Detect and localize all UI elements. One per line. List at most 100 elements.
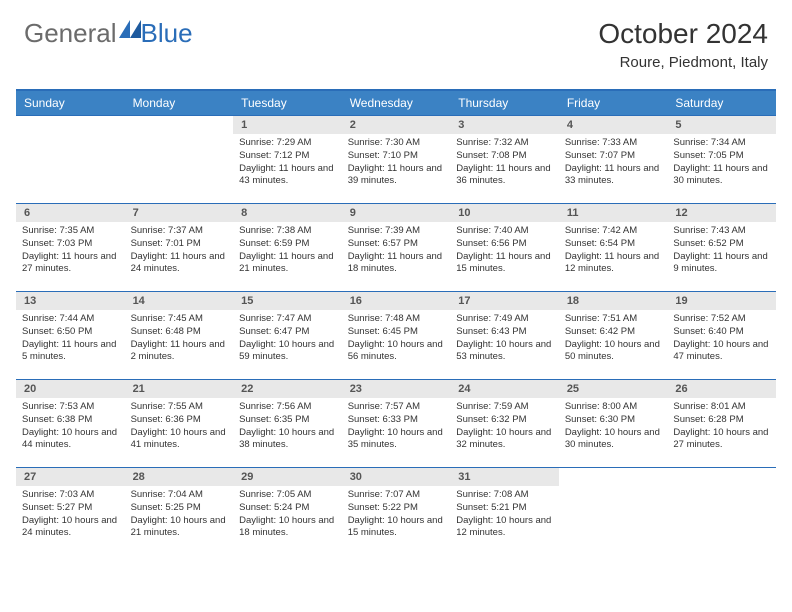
month-title: October 2024: [598, 18, 768, 50]
calendar-day-cell: 4Sunrise: 7:33 AMSunset: 7:07 PMDaylight…: [559, 116, 668, 204]
calendar-day-cell: 18Sunrise: 7:51 AMSunset: 6:42 PMDayligh…: [559, 292, 668, 380]
day-number: 3: [450, 116, 559, 134]
daylight-text: Daylight: 11 hours and 15 minutes.: [456, 251, 553, 277]
day-details: Sunrise: 7:43 AMSunset: 6:52 PMDaylight:…: [667, 222, 776, 280]
calendar-day-cell: [559, 468, 668, 556]
sunset-text: Sunset: 6:30 PM: [565, 414, 662, 427]
calendar-day-cell: 14Sunrise: 7:45 AMSunset: 6:48 PMDayligh…: [125, 292, 234, 380]
calendar-day-cell: 9Sunrise: 7:39 AMSunset: 6:57 PMDaylight…: [342, 204, 451, 292]
calendar-day-cell: 22Sunrise: 7:56 AMSunset: 6:35 PMDayligh…: [233, 380, 342, 468]
sunset-text: Sunset: 7:08 PM: [456, 150, 553, 163]
sunrise-text: Sunrise: 7:29 AM: [239, 137, 336, 150]
daylight-text: Daylight: 10 hours and 38 minutes.: [239, 427, 336, 453]
day-header: Friday: [559, 90, 668, 116]
sunrise-text: Sunrise: 7:53 AM: [22, 401, 119, 414]
sunrise-text: Sunrise: 7:32 AM: [456, 137, 553, 150]
daylight-text: Daylight: 11 hours and 5 minutes.: [22, 339, 119, 365]
sunset-text: Sunset: 6:40 PM: [673, 326, 770, 339]
calendar-day-cell: [125, 116, 234, 204]
day-details: Sunrise: 7:47 AMSunset: 6:47 PMDaylight:…: [233, 310, 342, 368]
daylight-text: Daylight: 11 hours and 43 minutes.: [239, 163, 336, 189]
day-number: 29: [233, 468, 342, 486]
sunset-text: Sunset: 6:54 PM: [565, 238, 662, 251]
day-number: 31: [450, 468, 559, 486]
day-number: 5: [667, 116, 776, 134]
calendar-day-cell: 21Sunrise: 7:55 AMSunset: 6:36 PMDayligh…: [125, 380, 234, 468]
daylight-text: Daylight: 10 hours and 56 minutes.: [348, 339, 445, 365]
sunset-text: Sunset: 6:52 PM: [673, 238, 770, 251]
sunrise-text: Sunrise: 7:40 AM: [456, 225, 553, 238]
daylight-text: Daylight: 10 hours and 59 minutes.: [239, 339, 336, 365]
daylight-text: Daylight: 10 hours and 21 minutes.: [131, 515, 228, 541]
day-number: 16: [342, 292, 451, 310]
day-number: 7: [125, 204, 234, 222]
sunset-text: Sunset: 7:10 PM: [348, 150, 445, 163]
sunset-text: Sunset: 6:33 PM: [348, 414, 445, 427]
calendar-day-cell: 13Sunrise: 7:44 AMSunset: 6:50 PMDayligh…: [16, 292, 125, 380]
daylight-text: Daylight: 11 hours and 21 minutes.: [239, 251, 336, 277]
calendar-week-row: 6Sunrise: 7:35 AMSunset: 7:03 PMDaylight…: [16, 204, 776, 292]
calendar-week-row: 27Sunrise: 7:03 AMSunset: 5:27 PMDayligh…: [16, 468, 776, 556]
calendar-day-cell: 16Sunrise: 7:48 AMSunset: 6:45 PMDayligh…: [342, 292, 451, 380]
sunrise-text: Sunrise: 7:03 AM: [22, 489, 119, 502]
day-details: Sunrise: 7:45 AMSunset: 6:48 PMDaylight:…: [125, 310, 234, 368]
day-details: Sunrise: 7:32 AMSunset: 7:08 PMDaylight:…: [450, 134, 559, 192]
day-number: 14: [125, 292, 234, 310]
daylight-text: Daylight: 11 hours and 33 minutes.: [565, 163, 662, 189]
daylight-text: Daylight: 10 hours and 12 minutes.: [456, 515, 553, 541]
sunset-text: Sunset: 6:45 PM: [348, 326, 445, 339]
calendar-day-cell: 5Sunrise: 7:34 AMSunset: 7:05 PMDaylight…: [667, 116, 776, 204]
day-details: Sunrise: 7:39 AMSunset: 6:57 PMDaylight:…: [342, 222, 451, 280]
day-number: 20: [16, 380, 125, 398]
day-number: 27: [16, 468, 125, 486]
day-details: Sunrise: 7:05 AMSunset: 5:24 PMDaylight:…: [233, 486, 342, 544]
day-number: 8: [233, 204, 342, 222]
calendar-day-cell: 28Sunrise: 7:04 AMSunset: 5:25 PMDayligh…: [125, 468, 234, 556]
calendar-day-cell: 1Sunrise: 7:29 AMSunset: 7:12 PMDaylight…: [233, 116, 342, 204]
sunrise-text: Sunrise: 7:35 AM: [22, 225, 119, 238]
day-number: 4: [559, 116, 668, 134]
calendar-day-cell: [667, 468, 776, 556]
brand-logo: General Blue: [24, 18, 193, 49]
calendar-day-cell: 8Sunrise: 7:38 AMSunset: 6:59 PMDaylight…: [233, 204, 342, 292]
calendar-day-cell: 26Sunrise: 8:01 AMSunset: 6:28 PMDayligh…: [667, 380, 776, 468]
day-details: [125, 122, 234, 129]
sunrise-text: Sunrise: 7:52 AM: [673, 313, 770, 326]
daylight-text: Daylight: 10 hours and 32 minutes.: [456, 427, 553, 453]
calendar-table: Sunday Monday Tuesday Wednesday Thursday…: [16, 89, 776, 556]
calendar-day-cell: 20Sunrise: 7:53 AMSunset: 6:38 PMDayligh…: [16, 380, 125, 468]
logo-triangle-icon: [119, 20, 141, 38]
sunset-text: Sunset: 7:01 PM: [131, 238, 228, 251]
day-number: 19: [667, 292, 776, 310]
daylight-text: Daylight: 11 hours and 36 minutes.: [456, 163, 553, 189]
calendar-day-cell: 7Sunrise: 7:37 AMSunset: 7:01 PMDaylight…: [125, 204, 234, 292]
calendar-day-cell: 19Sunrise: 7:52 AMSunset: 6:40 PMDayligh…: [667, 292, 776, 380]
day-details: [667, 474, 776, 481]
day-details: Sunrise: 7:42 AMSunset: 6:54 PMDaylight:…: [559, 222, 668, 280]
day-details: Sunrise: 8:01 AMSunset: 6:28 PMDaylight:…: [667, 398, 776, 456]
sunrise-text: Sunrise: 7:56 AM: [239, 401, 336, 414]
sunrise-text: Sunrise: 7:57 AM: [348, 401, 445, 414]
sunrise-text: Sunrise: 7:45 AM: [131, 313, 228, 326]
calendar-day-cell: [16, 116, 125, 204]
sunset-text: Sunset: 6:35 PM: [239, 414, 336, 427]
sunrise-text: Sunrise: 7:38 AM: [239, 225, 336, 238]
daylight-text: Daylight: 10 hours and 53 minutes.: [456, 339, 553, 365]
daylight-text: Daylight: 10 hours and 41 minutes.: [131, 427, 228, 453]
sunrise-text: Sunrise: 7:44 AM: [22, 313, 119, 326]
daylight-text: Daylight: 11 hours and 9 minutes.: [673, 251, 770, 277]
day-number: 6: [16, 204, 125, 222]
sunset-text: Sunset: 5:25 PM: [131, 502, 228, 515]
title-block: October 2024 Roure, Piedmont, Italy: [598, 18, 768, 71]
sunset-text: Sunset: 6:56 PM: [456, 238, 553, 251]
sunrise-text: Sunrise: 7:59 AM: [456, 401, 553, 414]
calendar-day-cell: 23Sunrise: 7:57 AMSunset: 6:33 PMDayligh…: [342, 380, 451, 468]
day-number: 17: [450, 292, 559, 310]
logo-text-1: General: [24, 18, 117, 49]
day-number: 13: [16, 292, 125, 310]
day-number: 11: [559, 204, 668, 222]
sunset-text: Sunset: 6:36 PM: [131, 414, 228, 427]
day-number: 26: [667, 380, 776, 398]
day-details: Sunrise: 7:48 AMSunset: 6:45 PMDaylight:…: [342, 310, 451, 368]
daylight-text: Daylight: 11 hours and 18 minutes.: [348, 251, 445, 277]
